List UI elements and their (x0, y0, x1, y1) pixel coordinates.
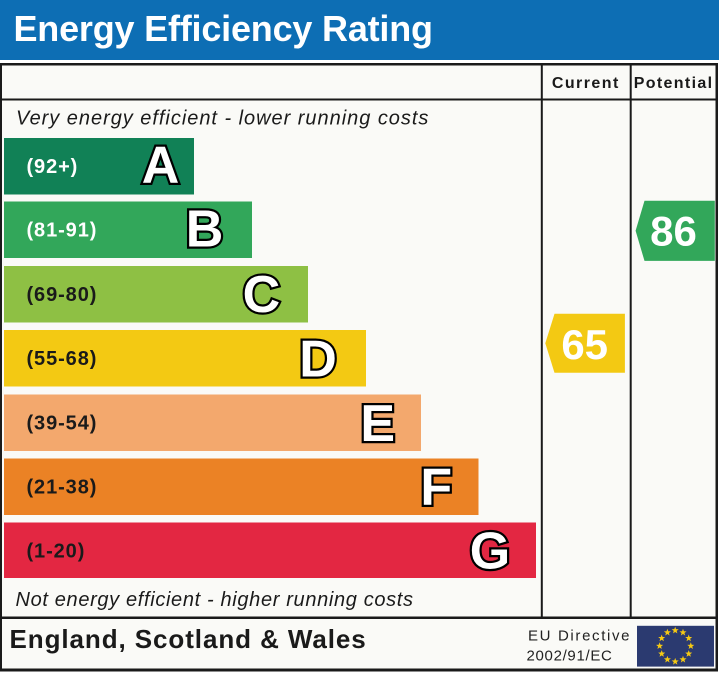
svg-text:(39-54): (39-54) (27, 413, 98, 435)
svg-text:(69-80): (69-80) (27, 284, 98, 306)
svg-text:C: C (243, 266, 281, 324)
svg-text:G: G (470, 522, 510, 580)
svg-text:(81-91): (81-91) (27, 220, 98, 242)
svg-text:Very energy efficient - lower: Very energy efficient - lower running co… (16, 107, 429, 129)
svg-text:F: F (420, 458, 452, 516)
svg-text:65: 65 (561, 321, 608, 368)
svg-text:86: 86 (650, 207, 697, 254)
svg-text:A: A (142, 137, 180, 195)
svg-text:(1-20): (1-20) (27, 541, 86, 563)
svg-text:(55-68): (55-68) (27, 348, 98, 370)
svg-text:D: D (299, 331, 337, 389)
svg-text:Potential: Potential (634, 75, 714, 92)
svg-text:(92+): (92+) (27, 156, 79, 178)
svg-text:B: B (186, 200, 224, 258)
svg-text:EU Directive: EU Directive (528, 628, 631, 645)
svg-text:Not energy efficient - higher: Not energy efficient - higher running co… (16, 589, 414, 611)
svg-text:Current: Current (552, 75, 620, 92)
svg-text:E: E (360, 395, 395, 453)
svg-text:2002/91/EC: 2002/91/EC (527, 647, 613, 664)
svg-text:(21-38): (21-38) (27, 477, 98, 499)
svg-text:England, Scotland & Wales: England, Scotland & Wales (10, 624, 367, 654)
svg-text:Energy Efficiency Rating: Energy Efficiency Rating (14, 8, 433, 49)
